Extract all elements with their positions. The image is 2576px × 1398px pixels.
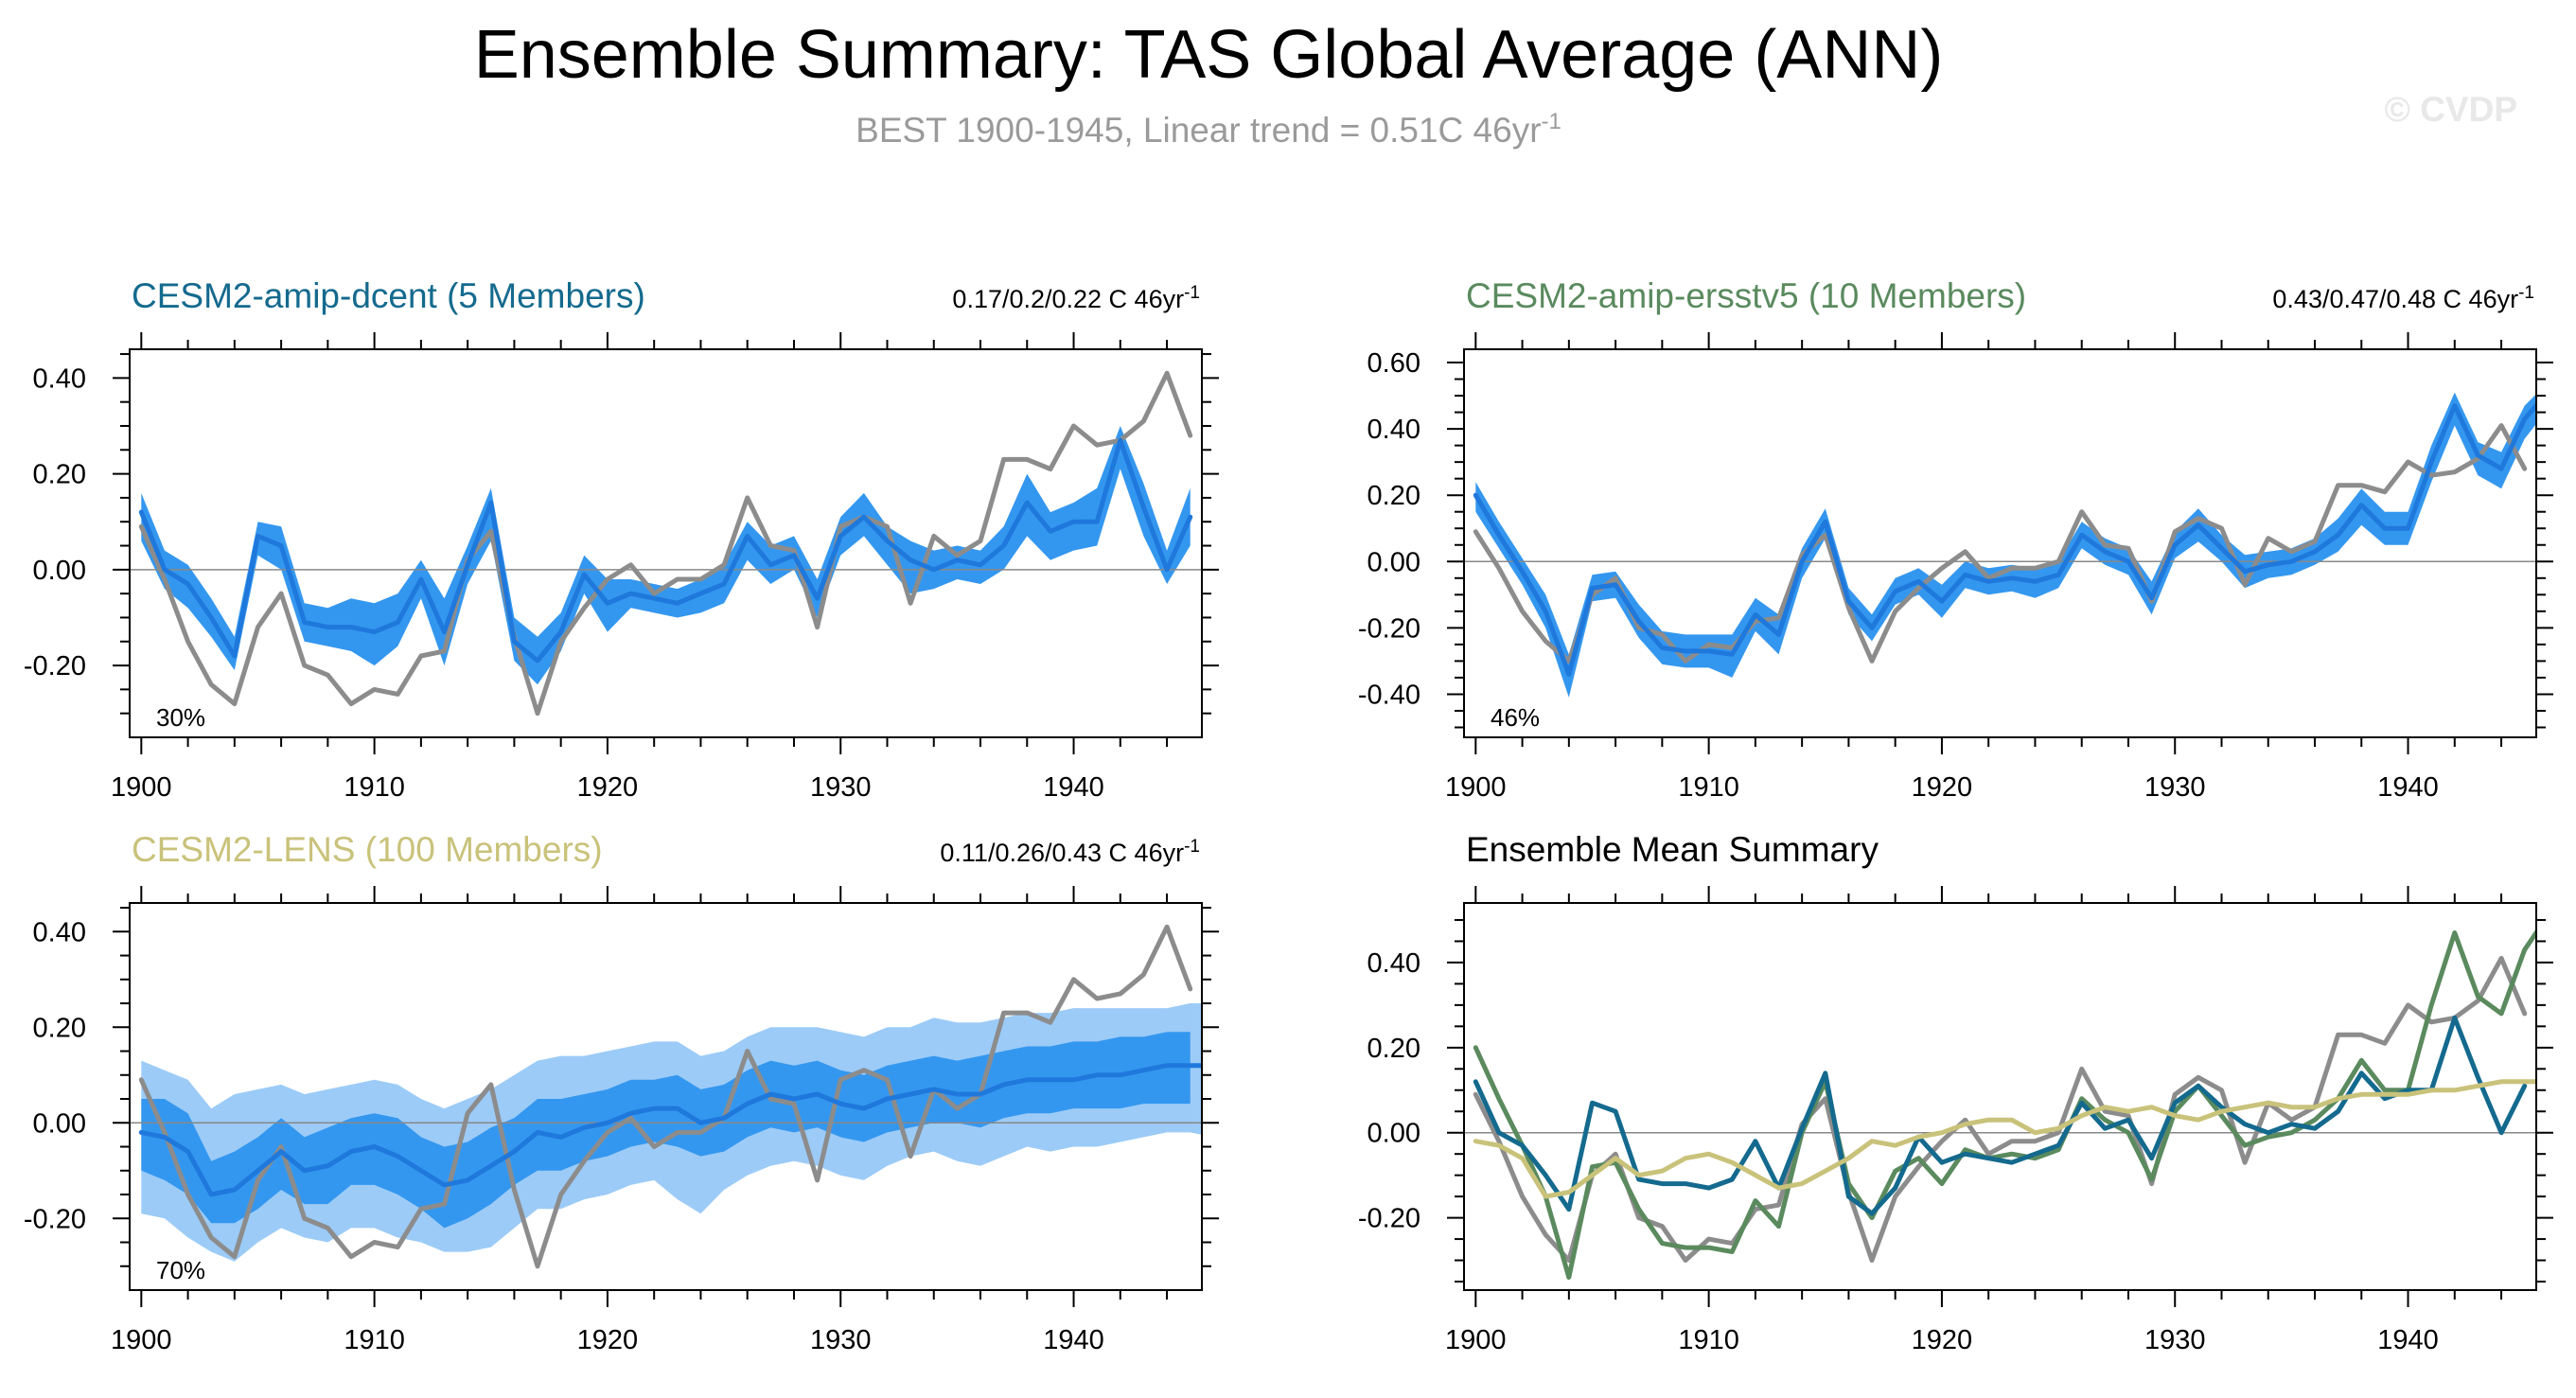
x-tick-label: 1940 [2377, 772, 2439, 803]
panels: CESM2-amip-dcent (5 Members) 0.17/0.2/0.2… [24, 276, 2553, 1355]
panel-trend: 0.43/0.47/0.48 C 46yr-1 [2272, 283, 2534, 313]
y-tick-label: 0.40 [33, 363, 86, 394]
x-tick-label: 1900 [1445, 772, 1507, 803]
x-tick-label: 1920 [577, 772, 639, 803]
x-tick-label: 1900 [1445, 1325, 1507, 1355]
percent-label: 30% [156, 703, 205, 732]
x-tick-label: 1920 [1912, 772, 1973, 803]
y-tick-label: 0.00 [1367, 1119, 1420, 1149]
series-line-mean [1473, 401, 2536, 677]
y-tick-label: -0.20 [1358, 1204, 1420, 1234]
panel-title: CESM2-LENS (100 Members) [132, 830, 603, 869]
y-tick-label: -0.40 [1358, 680, 1420, 710]
panel-title: CESM2-amip-ersstv5 (10 Members) [1466, 276, 2026, 315]
panel-3: CESM2-LENS (100 Members) 0.11/0.26/0.43 C… [24, 830, 1219, 1355]
plot-area [1464, 392, 2536, 698]
y-tick-label: 0.20 [33, 460, 86, 490]
panel-trend: 0.17/0.2/0.22 C 46yr-1 [952, 283, 1200, 313]
panel-title: CESM2-amip-dcent (5 Members) [132, 276, 645, 315]
x-tick-label: 1930 [810, 772, 872, 803]
y-tick-label: 0.60 [1367, 348, 1420, 379]
y-tick-label: 0.40 [1367, 948, 1420, 979]
series-line-mean [138, 1063, 1202, 1197]
series-line-ersstv5 [1473, 929, 2536, 1280]
panel-4: Ensemble Mean Summary 1900 1910 1920 1930 194… [1358, 830, 2553, 1355]
x-tick-label: 1930 [810, 1325, 872, 1355]
x-tick-label: 1920 [1912, 1325, 1973, 1355]
spread-band [1475, 392, 2536, 698]
plot-area [130, 370, 1202, 717]
x-tick-label: 1930 [2144, 1325, 2206, 1355]
x-tick-label: 1900 [111, 1325, 172, 1355]
plot-frame [1463, 348, 2537, 738]
x-tick-label: 1930 [2144, 772, 2206, 803]
x-tick-label: 1910 [1678, 1325, 1739, 1355]
panel-1: CESM2-amip-dcent (5 Members) 0.17/0.2/0.2… [24, 276, 1219, 803]
panel-2: CESM2-amip-ersstv5 (10 Members) 0.43/0.47… [1358, 276, 2553, 803]
plot-frame [129, 902, 1203, 1291]
plot-area [130, 924, 1202, 1269]
plot-frame [129, 348, 1203, 738]
x-tick-label: 1940 [1043, 772, 1104, 803]
percent-label: 46% [1491, 703, 1540, 732]
series-line-obs [138, 370, 1193, 717]
y-tick-label: 0.40 [33, 917, 86, 947]
x-tick-label: 1900 [111, 772, 172, 803]
x-tick-label: 1910 [344, 772, 405, 803]
y-tick-label: 0.00 [1367, 547, 1420, 577]
y-tick-label: 0.00 [33, 1108, 86, 1139]
y-tick-label: -0.20 [24, 1204, 86, 1234]
x-tick-label: 1940 [1043, 1325, 1104, 1355]
series-line-lens [1473, 1079, 2536, 1199]
series-line-mean [138, 437, 1193, 664]
figure-subtitle: BEST 1900-1945, Linear trend = 0.51C 46y… [856, 109, 1561, 150]
y-tick-label: 0.40 [1367, 415, 1420, 445]
series-line-obs [138, 924, 1193, 1269]
y-tick-label: 0.00 [33, 556, 86, 586]
y-tick-label: 0.20 [1367, 481, 1420, 511]
plot-frame [1463, 902, 2537, 1291]
spread-band [141, 426, 1191, 685]
watermark: © CVDP [2385, 90, 2517, 129]
y-tick-label: 0.20 [1367, 1034, 1420, 1064]
x-tick-label: 1910 [1678, 772, 1739, 803]
series-line-dcent [1473, 1015, 2528, 1216]
plot-area [1464, 929, 2536, 1280]
percent-label: 70% [156, 1256, 205, 1284]
y-tick-label: 0.20 [33, 1013, 86, 1043]
panel-trend: 0.11/0.26/0.43 C 46yr-1 [940, 837, 1200, 867]
panel-title: Ensemble Mean Summary [1466, 830, 1879, 869]
y-tick-label: -0.20 [1358, 613, 1420, 644]
series-line-obs [1473, 955, 2528, 1263]
y-tick-label: -0.20 [24, 651, 86, 681]
figure-title: Ensemble Summary: TAS Global Average (AN… [474, 17, 1944, 93]
x-tick-label: 1910 [344, 1325, 405, 1355]
x-tick-label: 1920 [577, 1325, 639, 1355]
x-tick-label: 1940 [2377, 1325, 2439, 1355]
spread-band-inner [141, 1032, 1191, 1229]
